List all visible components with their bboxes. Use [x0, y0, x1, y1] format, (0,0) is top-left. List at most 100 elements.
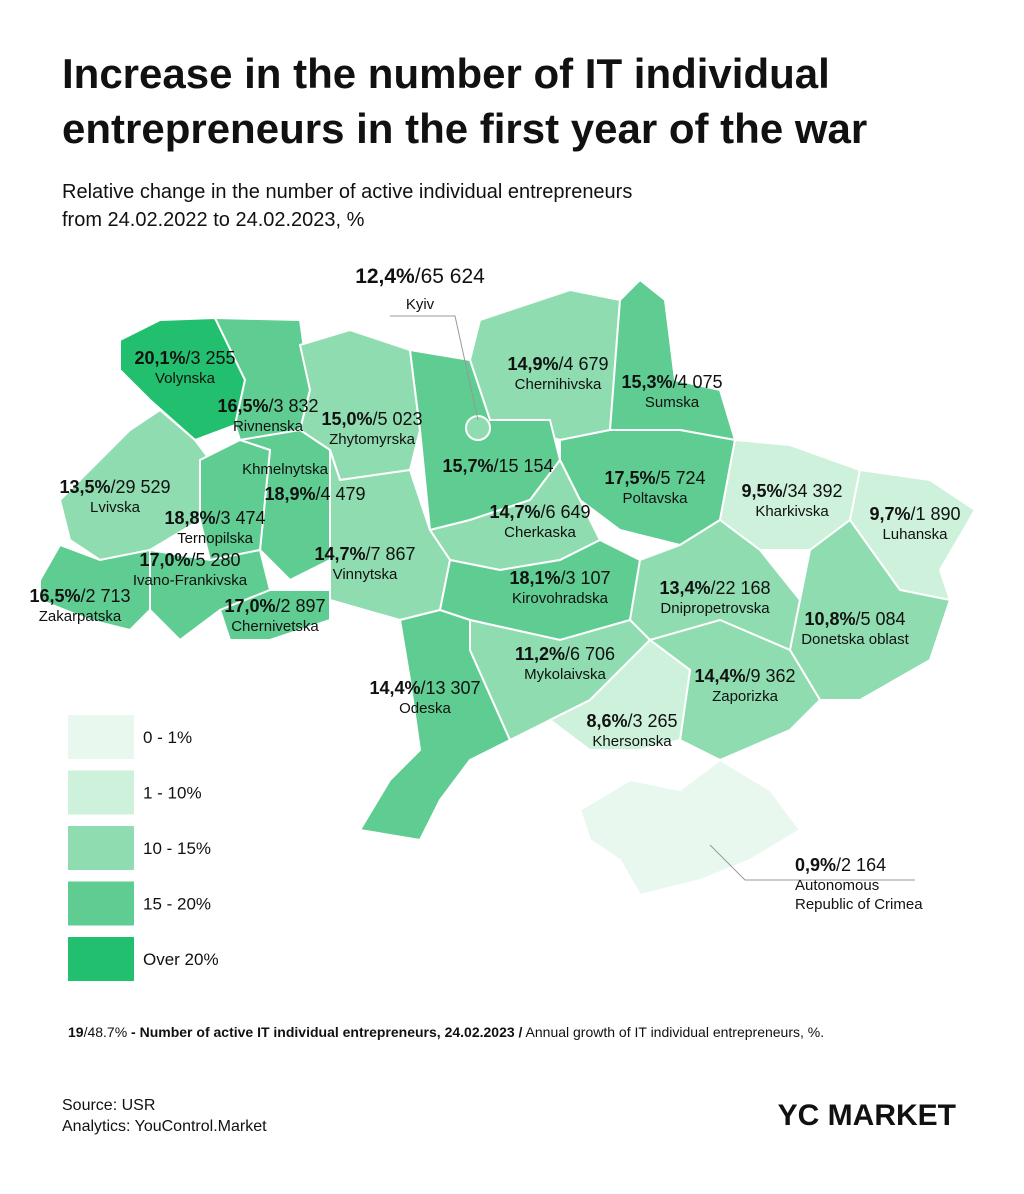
title: Increase in the number of IT individual: [62, 50, 830, 97]
percent: 14,4%: [694, 666, 745, 686]
percent: 20,1%: [134, 348, 185, 368]
percent: 17,0%: [139, 550, 190, 570]
separator: /: [365, 544, 370, 564]
count: 7 867: [371, 544, 416, 564]
leader-line: [709, 844, 915, 881]
count: 65 624: [421, 265, 486, 288]
separator: /: [627, 711, 632, 731]
region-value: 14,7%/7 867: [314, 544, 415, 564]
count: 15 154: [499, 456, 554, 476]
region-value: 8,6%/3 265: [586, 711, 677, 731]
region-name: Chernivetska: [231, 618, 319, 635]
region-name: Vinnytska: [333, 566, 398, 583]
separator: /: [275, 596, 280, 616]
separator: /: [836, 855, 841, 875]
separator: /: [315, 484, 320, 504]
percent: 8,6%: [586, 711, 627, 731]
region-value: 11,2%/6 706: [515, 644, 615, 664]
percent: 9,5%: [741, 481, 782, 501]
percent: 10,8%: [804, 609, 855, 629]
separator: /: [655, 468, 660, 488]
region-name: Khmelnytska: [242, 461, 329, 478]
separator: /: [215, 508, 220, 528]
separator: /: [855, 609, 860, 629]
region-name: Chernihivska: [515, 376, 602, 393]
legend-label: 0 - 1%: [143, 728, 192, 747]
separator: /: [565, 644, 570, 664]
count: 5 280: [196, 550, 241, 570]
separator: /: [558, 354, 563, 374]
count: 2 897: [281, 596, 326, 616]
footnote-part: 19: [68, 1024, 84, 1040]
region-name: Lvivska: [90, 499, 141, 516]
region-shape: [578, 758, 802, 897]
count: 22 168: [716, 578, 771, 598]
region-value: 15,0%/5 023: [321, 409, 422, 429]
count: 3 265: [633, 711, 678, 731]
count: 13 307: [426, 678, 481, 698]
count: 5 084: [861, 609, 906, 629]
separator: /: [268, 396, 273, 416]
region-name: Odeska: [399, 700, 451, 717]
percent: 14,9%: [507, 354, 558, 374]
region-value: 14,9%/4 679: [507, 354, 608, 374]
region-shape: [465, 415, 491, 441]
percent: 0,9%: [795, 855, 836, 875]
region-name: Kharkivska: [755, 503, 829, 520]
region-value: 14,7%/6 649: [489, 502, 590, 522]
region-name: Kyiv: [406, 296, 435, 313]
footnote: 19/48.7% - Number of active IT individua…: [68, 1024, 824, 1040]
count: 3 255: [191, 348, 236, 368]
region-name: Rivnenska: [233, 418, 304, 435]
title: entrepreneurs in the first year of the w…: [62, 105, 867, 152]
separator: /: [540, 502, 545, 522]
percent: 17,0%: [224, 596, 275, 616]
footnote-part: Annual growth of IT individual entrepren…: [522, 1024, 824, 1040]
separator: /: [110, 477, 115, 497]
percent: 16,5%: [217, 396, 268, 416]
count: 3 474: [221, 508, 266, 528]
region-name: Mykolaivska: [524, 666, 606, 683]
percent: 18,1%: [509, 568, 560, 588]
source: Source: USR: [62, 1097, 155, 1114]
region-value: 13,5%/29 529: [59, 477, 170, 497]
separator: /: [782, 481, 787, 501]
separator: /: [372, 409, 377, 429]
footnote-part: - Number of active IT individual entrepr…: [127, 1024, 522, 1040]
legend-swatch: [68, 881, 134, 926]
percent: 17,5%: [604, 468, 655, 488]
count: 1 890: [916, 504, 961, 524]
footnote-part: /48.7%: [84, 1024, 128, 1040]
count: 2 713: [86, 586, 131, 606]
separator: /: [710, 578, 715, 598]
region-name: Republic of Crimea: [795, 896, 923, 913]
region-name: Kirovohradska: [512, 590, 609, 607]
count: 34 392: [787, 481, 842, 501]
region-value: 16,5%/3 832: [217, 396, 318, 416]
region-value: 16,5%/2 713: [29, 586, 130, 606]
count: 4 679: [564, 354, 609, 374]
region-shape: [39, 543, 151, 632]
leader-line: [390, 315, 479, 421]
count: 29 529: [116, 477, 171, 497]
separator: /: [420, 678, 425, 698]
region-value: 18,8%/3 474: [164, 508, 265, 528]
percent: 18,9%: [264, 484, 315, 504]
region-value: 17,0%/2 897: [224, 596, 325, 616]
percent: 14,7%: [489, 502, 540, 522]
region-name: Volynska: [155, 370, 216, 387]
count: 4 479: [321, 484, 366, 504]
subtitle: Relative change in the number of active …: [62, 181, 632, 203]
count: 3 107: [566, 568, 611, 588]
legend-swatch: [68, 826, 134, 870]
region-value: 14,4%/9 362: [694, 666, 795, 686]
count: 3 832: [274, 396, 319, 416]
region-name: Poltavska: [622, 490, 688, 507]
percent: 14,7%: [314, 544, 365, 564]
source: Analytics: YouControl.Market: [62, 1118, 267, 1135]
percent: 15,7%: [442, 456, 493, 476]
region-name: Donetska oblast: [801, 631, 909, 648]
percent: 18,8%: [164, 508, 215, 528]
